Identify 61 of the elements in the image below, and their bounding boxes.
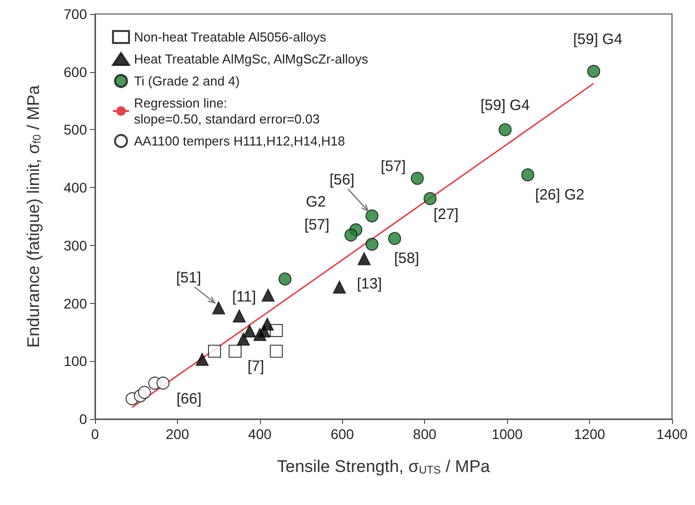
x-tick-label: 0 [91,426,100,442]
point [156,376,170,390]
point [498,123,512,136]
point [236,332,250,346]
annotation: [7] [248,358,264,376]
y-tick-label: 200 [64,295,88,312]
point [358,252,371,266]
y-tick-label: 100 [64,353,88,370]
y-tick-label: 600 [64,64,88,80]
point [232,310,246,323]
x-tick-label: 1000 [492,426,523,442]
y-tick-label: 400 [64,180,88,196]
annotation: [13] [356,276,382,293]
annotation: [27] [434,206,459,224]
point [521,168,534,182]
annotation: [59] G4 [480,97,530,114]
point [587,64,600,78]
point [262,288,275,302]
x-tick-label: 800 [413,426,437,442]
legend-label: Heat Treatable AlMgSc, AlMgScZr-alloys [134,52,369,66]
point [344,228,358,242]
y-tick-label: 0 [79,411,88,427]
point [196,352,209,366]
point [270,344,283,358]
annotation: [57] [304,216,330,234]
point [278,272,292,286]
y-axis-title: Endurance (fatigue) limit, σf0 / MPa [24,84,44,348]
point [260,318,274,331]
y-tick-label: 700 [64,6,88,22]
legend-label: Non-heat Treatable Al5056-alloys [134,30,327,44]
x-tick-label: 200 [166,426,190,442]
legend-label: Regression line: slope=0.50, standard error=0.03 [134,96,320,126]
annotation: [51] [176,269,202,286]
annotation: [58] [394,250,420,267]
point [228,344,242,358]
y-tick-label: 500 [64,122,88,138]
point [332,280,346,294]
x-tick-label: 400 [248,426,272,442]
annotation: [11] [232,288,256,306]
legend-label: Ti (Grade 2 and 4) [134,74,240,88]
annotation: [26] G2 [535,186,584,204]
annotation: [59] G4 [573,30,622,48]
point [212,301,226,314]
annotation: [56] [329,171,354,188]
legend-label: AA1100 tempers H111,H12,H14,H18 [134,134,346,148]
point [270,324,283,337]
point [243,324,256,338]
annotation: [66] [176,390,202,408]
point [410,172,424,185]
point [365,209,378,222]
annotation: G2 [306,193,326,210]
y-tick-label: 300 [64,237,88,254]
point [365,238,378,251]
point [138,386,151,399]
annotation: [57] [380,158,406,175]
x-tick-label: 600 [330,426,354,442]
x-tick-label: 1200 [574,426,606,442]
point [208,344,222,358]
point [424,192,437,206]
point [388,232,402,245]
x-tick-label: 1400 [656,426,688,442]
